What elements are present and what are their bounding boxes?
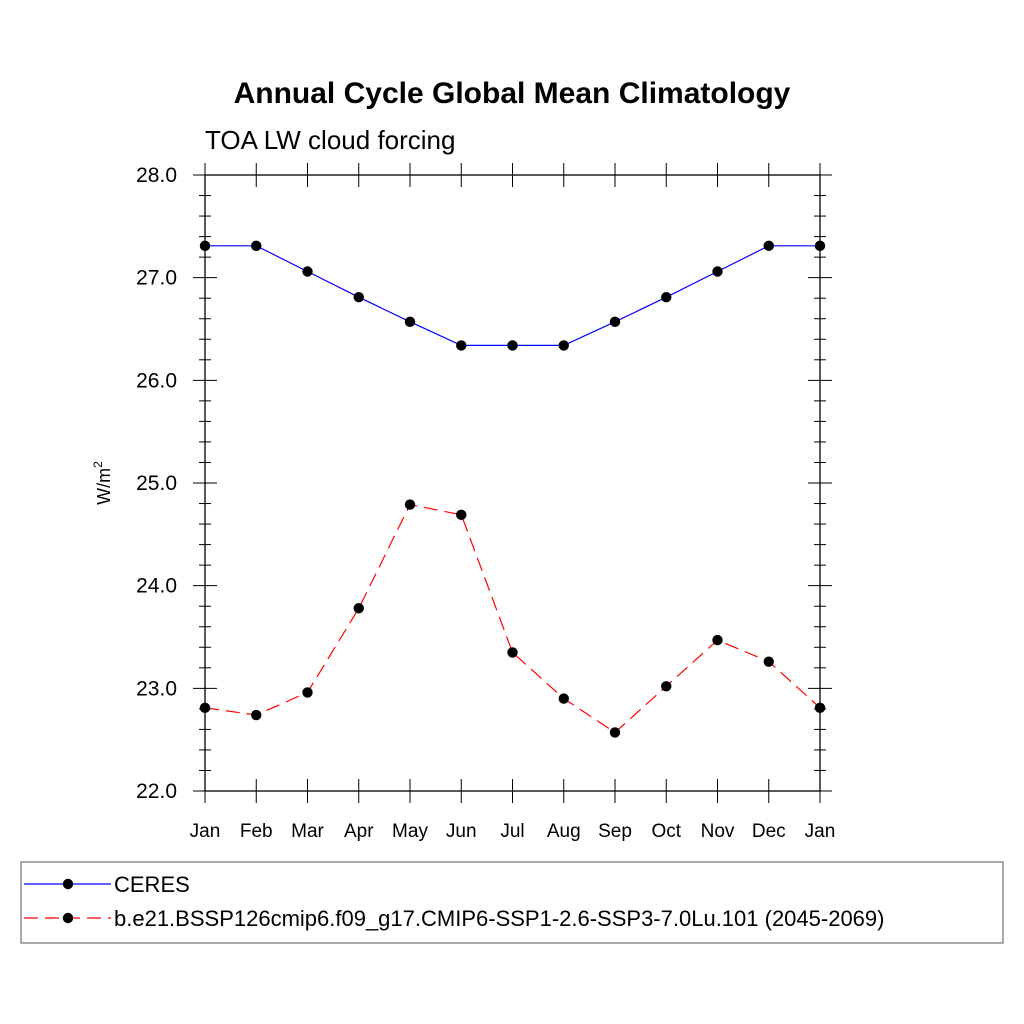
- legend-marker-2: [62, 912, 74, 924]
- x-tick-label: Aug: [547, 821, 581, 842]
- series-2-point: [404, 499, 416, 510]
- series-2-point: [763, 656, 774, 667]
- legend: CERES b.e21.BSSP126cmip6.f09_g17.CMIP6-SS…: [20, 861, 1004, 944]
- x-tick-label: Sep: [598, 821, 632, 842]
- x-tick-label: May: [392, 821, 428, 842]
- y-axis-label: W/m2: [91, 461, 114, 505]
- series-lines: [204, 245, 821, 734]
- series-2-point: [661, 681, 672, 692]
- axis-ticks: [193, 163, 832, 803]
- series-2-point: [353, 603, 364, 614]
- x-tick-labels: Jan Feb Mar Apr May Jun Jul Aug Sep Oct Nov Dec Jan: [190, 821, 836, 842]
- series-1-point: [558, 340, 569, 351]
- y-tick-label: 27.0: [136, 267, 177, 290]
- x-tick-label: Dec: [752, 821, 786, 842]
- y-tick-label: 24.0: [136, 575, 177, 598]
- series-1-point: [763, 240, 774, 252]
- x-tick-label: Apr: [344, 821, 374, 842]
- y-axis-label-text: W/m: [94, 468, 114, 505]
- y-axis-label-exponent: 2: [91, 461, 105, 468]
- series-1-point: [251, 240, 262, 252]
- series-1-point: [302, 266, 313, 277]
- x-tick-label: Feb: [240, 821, 273, 842]
- series-2-point: [712, 634, 723, 646]
- x-tick-label: Oct: [651, 821, 681, 842]
- legend-box: [20, 861, 1004, 944]
- y-tick-label: 26.0: [136, 369, 177, 392]
- series-1-point: [507, 340, 518, 351]
- series-2-point: [609, 727, 621, 738]
- x-tick-label: Jan: [190, 821, 221, 842]
- x-tick-label: Nov: [701, 821, 735, 842]
- series-2-point: [302, 687, 313, 698]
- y-tick-label: 23.0: [136, 677, 177, 700]
- series-2-point: [251, 709, 262, 721]
- legend-items: CERES b.e21.BSSP126cmip6.f09_g17.CMIP6-SS…: [24, 872, 884, 931]
- series-markers: [199, 240, 826, 738]
- x-tick-label: Jun: [446, 821, 477, 842]
- legend-label-2: b.e21.BSSP126cmip6.f09_g17.CMIP6-SSP1-2.…: [114, 906, 884, 931]
- series-1-point: [404, 316, 416, 328]
- series-1-point: [353, 291, 364, 303]
- y-tick-label: 28.0: [136, 164, 177, 187]
- legend-marker-1: [62, 878, 74, 890]
- series-1-point: [661, 291, 672, 303]
- legend-label-1: CERES: [114, 872, 190, 897]
- y-tick-labels: 22.0 23.0 24.0 25.0 26.0 27.0 28.0: [136, 164, 177, 803]
- series-2-point: [456, 509, 467, 521]
- x-tick-label: Jan: [805, 821, 836, 842]
- series-line-1: [205, 245, 820, 346]
- series-2-point: [507, 647, 518, 658]
- chart-title: Annual Cycle Global Mean Climatology: [234, 77, 791, 110]
- chart-subtitle: TOA LW cloud forcing: [205, 125, 455, 155]
- series-2-point: [558, 693, 569, 704]
- svg-text:W/m2: W/m2: [91, 461, 114, 505]
- series-1-point: [456, 340, 467, 351]
- x-tick-label: Mar: [291, 821, 324, 842]
- y-tick-label: 22.0: [136, 780, 177, 803]
- x-tick-label: Jul: [500, 821, 524, 842]
- y-tick-label: 25.0: [136, 472, 177, 495]
- plot-frame: [204, 174, 821, 792]
- series-line-2: [204, 503, 821, 734]
- series-1-point: [712, 266, 723, 277]
- series-1-point: [609, 316, 621, 328]
